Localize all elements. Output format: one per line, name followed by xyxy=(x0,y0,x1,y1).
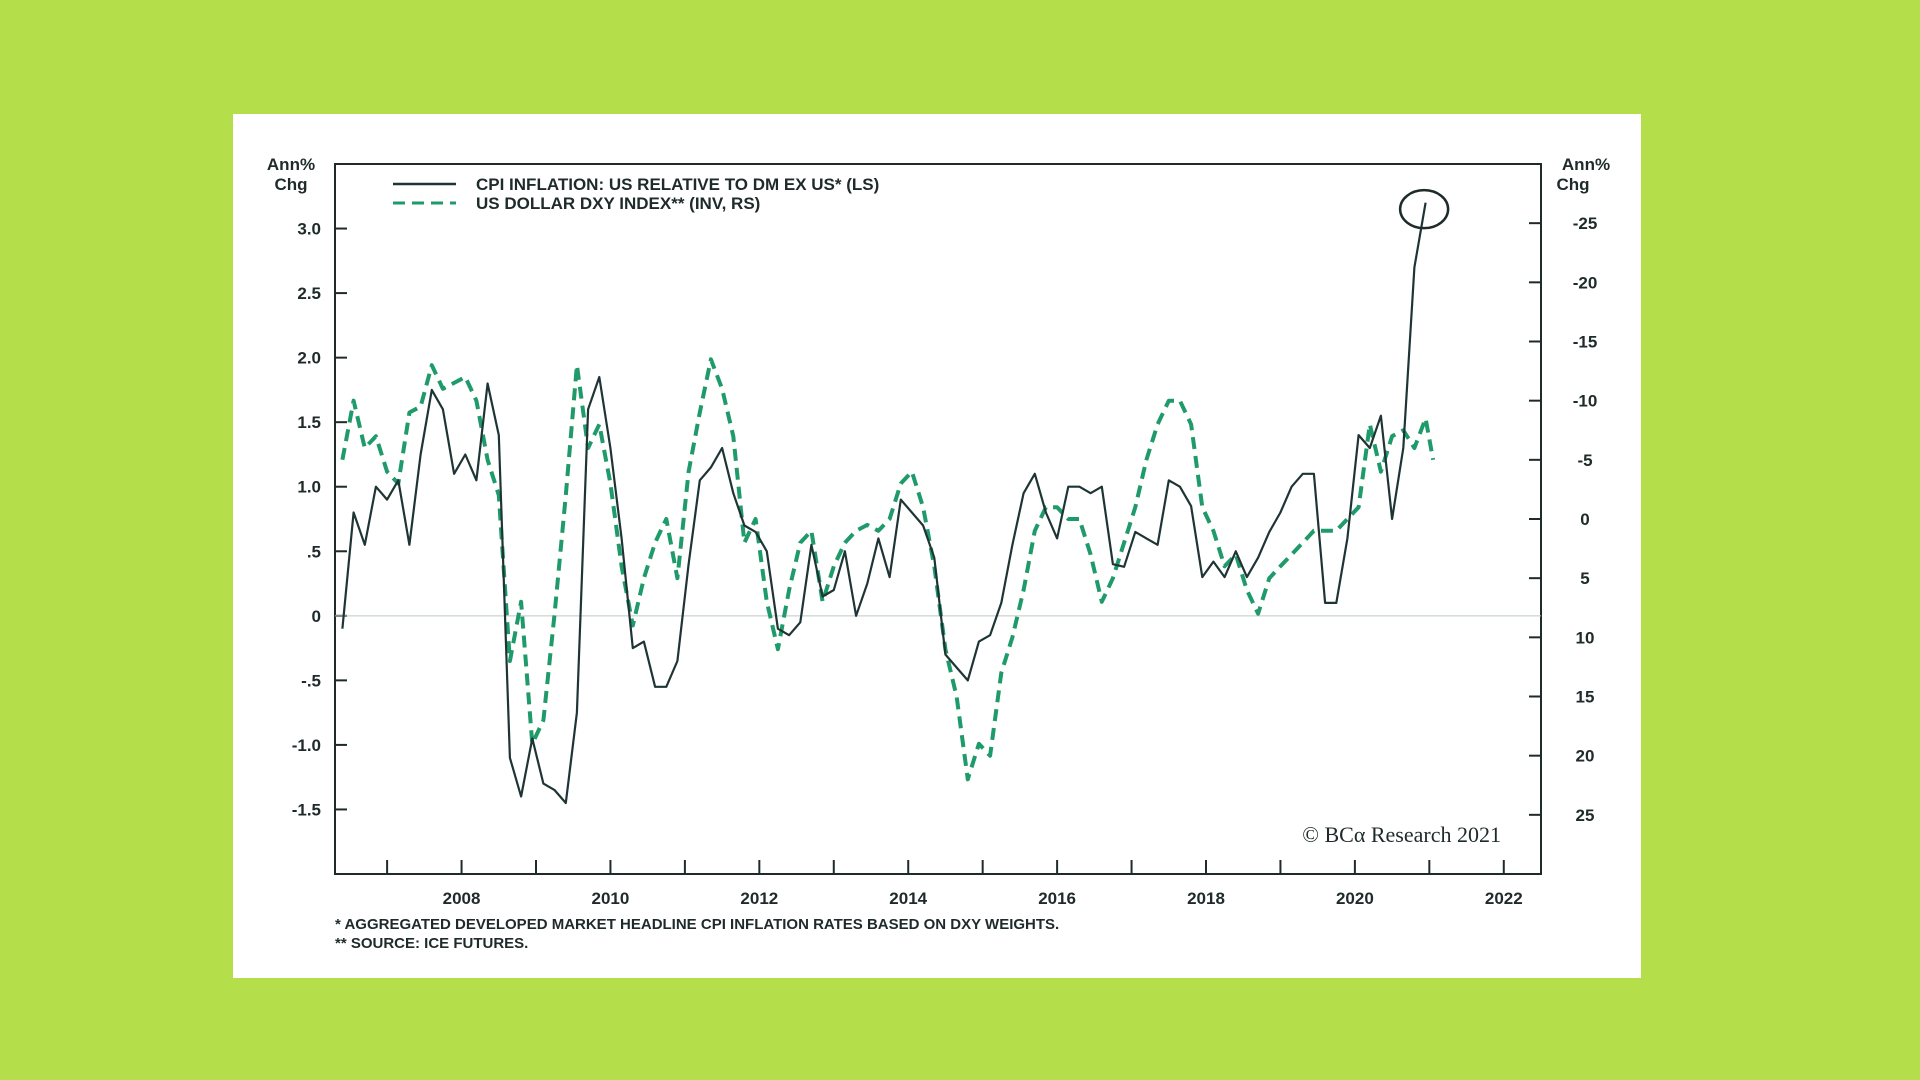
legend-label-dxy: US DOLLAR DXY INDEX** (INV, RS) xyxy=(476,194,760,213)
left-tick-label: 3.0 xyxy=(297,220,321,239)
legend: CPI INFLATION: US RELATIVE TO DM EX US* … xyxy=(393,175,879,213)
left-tick-label: 2.0 xyxy=(297,349,321,368)
right-tick-label: -25 xyxy=(1573,214,1598,233)
credit-label: © BCα Research 2021 xyxy=(1302,822,1501,847)
right-tick-label: 10 xyxy=(1576,628,1595,647)
footnote-1: * AGGREGATED DEVELOPED MARKET HEADLINE C… xyxy=(335,916,1059,933)
x-tick-label: 2014 xyxy=(889,889,927,908)
x-tick-label: 2022 xyxy=(1485,889,1523,908)
x-tick-label: 2008 xyxy=(443,889,481,908)
right-unit-line1: Ann% xyxy=(1562,155,1610,174)
right-tick-label: -10 xyxy=(1573,392,1598,411)
left-tick-label: 1.0 xyxy=(297,478,321,497)
plot-frame xyxy=(334,163,1542,875)
series-line-dxy xyxy=(340,357,1436,782)
series-lines xyxy=(340,188,1450,805)
left-unit-line2: Chg xyxy=(274,175,307,194)
left-tick-label: -1.0 xyxy=(292,736,321,755)
left-unit-line1: Ann% xyxy=(267,155,315,174)
right-tick-label: -20 xyxy=(1573,273,1598,292)
x-tick-label: 2016 xyxy=(1038,889,1076,908)
x-tick-label: 2010 xyxy=(592,889,630,908)
left-tick-label: 2.5 xyxy=(297,284,321,303)
right-unit-line2: Chg xyxy=(1556,175,1589,194)
right-tick-label: 20 xyxy=(1576,747,1595,766)
right-tick-label: -5 xyxy=(1577,451,1592,470)
right-tick-label: 5 xyxy=(1580,569,1589,588)
legend-label-cpi: CPI INFLATION: US RELATIVE TO DM EX US* … xyxy=(476,175,879,194)
left-tick-label: .5 xyxy=(307,542,321,561)
chart: 3.0 2.5 2.0 1.5 1.0 .5 0 -.5 -1.0 -1.5 -25 -20 -15 -1… xyxy=(267,155,1610,952)
chart-card: 3.0 2.5 2.0 1.5 1.0 .5 0 -.5 -1.0 -1.5 -25 -20 -15 -1… xyxy=(233,114,1641,978)
axes: 3.0 2.5 2.0 1.5 1.0 .5 0 -.5 -1.0 -1.5 -25 -20 -15 -1… xyxy=(292,163,1598,908)
highlight-circle xyxy=(1398,188,1450,230)
right-tick-label: 0 xyxy=(1580,510,1589,529)
x-tick-label: 2018 xyxy=(1187,889,1225,908)
right-tick-label: -15 xyxy=(1573,333,1598,352)
right-tick-label: 15 xyxy=(1576,688,1595,707)
footnote-2: ** SOURCE: ICE FUTURES. xyxy=(335,935,528,952)
left-tick-label: 1.5 xyxy=(297,413,321,432)
x-tick-label: 2020 xyxy=(1336,889,1374,908)
left-tick-label: 0 xyxy=(312,607,321,626)
left-tick-label: -.5 xyxy=(301,671,321,690)
x-tick-label: 2012 xyxy=(740,889,778,908)
right-tick-label: 25 xyxy=(1576,806,1595,825)
series-line-cpi xyxy=(341,202,1427,805)
left-tick-label: -1.5 xyxy=(292,800,321,819)
